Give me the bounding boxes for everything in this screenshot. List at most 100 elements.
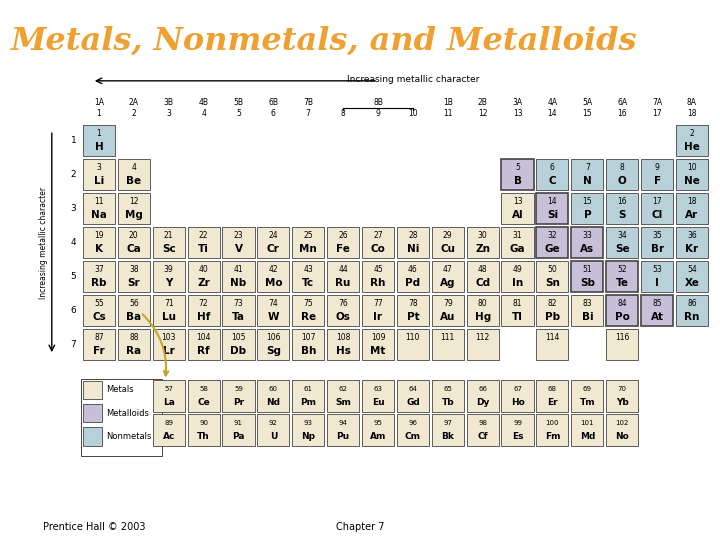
Text: 5: 5 xyxy=(71,272,76,281)
Bar xyxy=(571,295,603,326)
Text: 4: 4 xyxy=(201,110,206,118)
Text: Cd: Cd xyxy=(475,278,490,288)
Bar xyxy=(292,227,324,258)
Bar xyxy=(83,159,115,190)
Text: Ir: Ir xyxy=(374,312,382,322)
Text: 83: 83 xyxy=(582,300,592,308)
Text: 12: 12 xyxy=(129,197,138,206)
Text: Sr: Sr xyxy=(127,278,140,288)
Text: 75: 75 xyxy=(303,300,313,308)
Text: Au: Au xyxy=(440,312,456,322)
Text: U: U xyxy=(270,431,277,441)
Text: 5B: 5B xyxy=(233,98,243,107)
Text: Cf: Cf xyxy=(477,431,488,441)
Text: 2: 2 xyxy=(71,170,76,179)
Bar xyxy=(292,261,324,292)
Text: 111: 111 xyxy=(441,334,455,342)
Bar xyxy=(606,227,638,258)
Text: Se: Se xyxy=(615,244,629,254)
Text: 61: 61 xyxy=(304,386,312,392)
Text: 86: 86 xyxy=(687,300,697,308)
Text: La: La xyxy=(163,397,175,407)
Text: 22: 22 xyxy=(199,231,208,240)
Text: 58: 58 xyxy=(199,386,208,392)
Bar xyxy=(327,380,359,411)
Text: 103: 103 xyxy=(161,334,176,342)
Bar xyxy=(292,295,324,326)
Text: Te: Te xyxy=(616,278,629,288)
Text: 100: 100 xyxy=(546,420,559,426)
Text: 65: 65 xyxy=(444,386,452,392)
Text: 35: 35 xyxy=(652,231,662,240)
Text: 29: 29 xyxy=(443,231,453,240)
Text: Ca: Ca xyxy=(127,244,141,254)
Text: 6: 6 xyxy=(550,163,555,172)
Bar xyxy=(571,261,603,292)
Text: 4B: 4B xyxy=(199,98,209,107)
Text: 112: 112 xyxy=(475,334,490,342)
Text: 16: 16 xyxy=(617,197,627,206)
Bar xyxy=(467,329,499,361)
Text: 3: 3 xyxy=(71,204,76,213)
Text: 27: 27 xyxy=(373,231,383,240)
Bar xyxy=(292,329,324,361)
Bar xyxy=(362,329,394,361)
Bar xyxy=(641,261,673,292)
Text: Pm: Pm xyxy=(300,397,316,407)
Bar xyxy=(536,227,569,258)
Bar xyxy=(536,261,569,292)
Bar xyxy=(432,227,464,258)
Bar xyxy=(397,261,429,292)
Bar xyxy=(571,380,603,411)
Bar xyxy=(467,295,499,326)
Text: As: As xyxy=(580,244,595,254)
Text: He: He xyxy=(684,141,700,152)
Text: Tm: Tm xyxy=(580,397,595,407)
Bar xyxy=(536,414,569,446)
Text: W: W xyxy=(268,312,279,322)
Bar xyxy=(222,329,254,361)
Text: 1: 1 xyxy=(96,110,102,118)
Text: I: I xyxy=(655,278,659,288)
Text: Chapter 7: Chapter 7 xyxy=(336,522,384,531)
Bar xyxy=(83,193,115,224)
Bar xyxy=(606,329,638,361)
Text: Mo: Mo xyxy=(264,278,282,288)
Text: Sg: Sg xyxy=(266,346,281,356)
Bar xyxy=(641,159,673,190)
Text: Lu: Lu xyxy=(162,312,176,322)
Text: 4: 4 xyxy=(131,163,136,172)
Text: 28: 28 xyxy=(408,231,418,240)
Bar xyxy=(222,295,254,326)
Bar xyxy=(257,261,289,292)
Text: 8: 8 xyxy=(341,110,346,118)
Text: 34: 34 xyxy=(617,231,627,240)
Text: 46: 46 xyxy=(408,265,418,274)
Bar xyxy=(432,295,464,326)
Text: Ta: Ta xyxy=(232,312,245,322)
Bar xyxy=(397,227,429,258)
Bar xyxy=(606,414,638,446)
Text: Os: Os xyxy=(336,312,351,322)
Text: 10: 10 xyxy=(408,110,418,118)
Text: 102: 102 xyxy=(616,420,629,426)
Text: 21: 21 xyxy=(164,231,174,240)
Text: 5: 5 xyxy=(515,163,520,172)
Text: Ar: Ar xyxy=(685,210,698,220)
Bar xyxy=(606,159,638,190)
Text: 94: 94 xyxy=(338,420,348,426)
Text: Metals, Nonmetals, and Metalloids: Metals, Nonmetals, and Metalloids xyxy=(11,26,637,57)
Text: 2: 2 xyxy=(690,129,694,138)
Text: 63: 63 xyxy=(374,386,382,392)
Text: 15: 15 xyxy=(582,197,592,206)
Text: No: No xyxy=(616,431,629,441)
Bar xyxy=(84,381,102,399)
Bar xyxy=(397,414,429,446)
Bar xyxy=(606,193,638,224)
Text: 108: 108 xyxy=(336,334,351,342)
Text: 67: 67 xyxy=(513,386,522,392)
Text: 17: 17 xyxy=(652,197,662,206)
Text: Ru: Ru xyxy=(336,278,351,288)
Text: 42: 42 xyxy=(269,265,278,274)
Bar xyxy=(118,159,150,190)
